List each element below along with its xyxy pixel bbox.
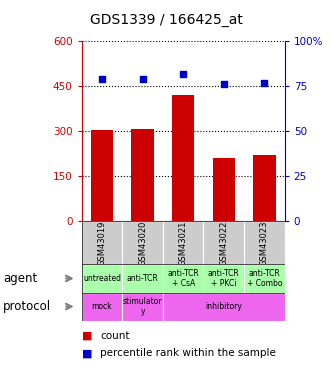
Text: protocol: protocol <box>3 300 52 313</box>
Bar <box>82 221 122 264</box>
Text: anti-TCR: anti-TCR <box>127 274 159 283</box>
Bar <box>203 264 244 292</box>
Bar <box>163 221 203 264</box>
Point <box>140 76 145 82</box>
Bar <box>212 158 235 221</box>
Bar <box>122 264 163 292</box>
Bar <box>244 264 285 292</box>
Bar <box>82 264 122 292</box>
Bar <box>131 129 154 221</box>
Bar <box>244 221 285 264</box>
Text: anti-TCR
+ Combo: anti-TCR + Combo <box>247 269 282 288</box>
Bar <box>91 130 113 221</box>
Point <box>262 80 267 86</box>
Text: count: count <box>100 331 130 340</box>
Text: agent: agent <box>3 272 38 285</box>
Text: inhibitory: inhibitory <box>205 302 242 311</box>
Text: anti-TCR
+ PKCi: anti-TCR + PKCi <box>208 269 240 288</box>
Text: ■: ■ <box>82 348 92 358</box>
Bar <box>122 292 163 321</box>
Text: percentile rank within the sample: percentile rank within the sample <box>100 348 276 358</box>
Text: GSM43022: GSM43022 <box>219 220 228 266</box>
Bar <box>253 155 276 221</box>
Text: GDS1339 / 166425_at: GDS1339 / 166425_at <box>90 13 243 27</box>
Text: GSM43019: GSM43019 <box>97 220 107 266</box>
Text: ■: ■ <box>82 331 92 340</box>
Point <box>221 81 226 87</box>
Bar <box>163 264 203 292</box>
Point <box>99 76 105 82</box>
Text: GSM43020: GSM43020 <box>138 220 147 266</box>
Bar <box>203 221 244 264</box>
Text: untreated: untreated <box>83 274 121 283</box>
Point <box>180 70 186 76</box>
Bar <box>172 95 194 221</box>
Text: anti-TCR
+ CsA: anti-TCR + CsA <box>167 269 199 288</box>
Text: stimulator
y: stimulator y <box>123 297 162 316</box>
Text: GSM43023: GSM43023 <box>260 220 269 266</box>
Bar <box>163 292 285 321</box>
Bar <box>82 292 122 321</box>
Text: mock: mock <box>92 302 112 311</box>
Bar <box>122 221 163 264</box>
Text: GSM43021: GSM43021 <box>178 220 188 266</box>
